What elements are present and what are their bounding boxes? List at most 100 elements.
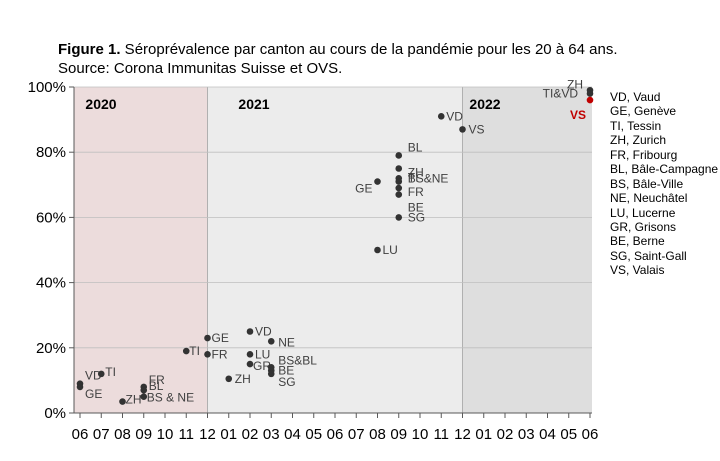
point-label: VD (85, 369, 102, 383)
point-label: ZH (567, 77, 583, 91)
data-point (459, 126, 466, 133)
point-label: GE (355, 182, 372, 196)
y-tick-label: 80% (36, 144, 66, 161)
point-label: FR (212, 347, 228, 361)
x-tick-label: 04 (539, 426, 556, 443)
data-point (374, 246, 381, 254)
x-tick-label: 09 (390, 426, 407, 443)
data-point (395, 178, 403, 185)
x-tick-label: 10 (157, 426, 174, 443)
data-point (267, 337, 275, 345)
point-label: LU (383, 243, 398, 257)
point-label: NE (278, 335, 295, 349)
point-label: GE (85, 387, 102, 401)
point-label: FR (408, 185, 424, 199)
x-tick-label: 02 (242, 426, 259, 443)
legend-entry: GE, Genève (610, 104, 677, 119)
point-label: BS & NE (147, 391, 194, 405)
period-band (207, 87, 463, 413)
data-point (395, 214, 403, 221)
point-label: LU (255, 347, 270, 361)
period-label: 2021 (238, 96, 269, 112)
x-tick-label: 12 (454, 426, 471, 443)
point-label: TI (189, 344, 200, 358)
point-label: TI&VD (543, 87, 579, 101)
point-label: TI (408, 170, 419, 184)
x-tick-label: 07 (93, 426, 110, 443)
point-label: ZH (126, 393, 142, 407)
x-tick-label: 06 (582, 426, 599, 443)
period-label: 2022 (469, 96, 500, 112)
x-tick-label: 01 (475, 426, 492, 443)
data-point (586, 96, 594, 104)
legend-entry: FR, Fribourg (610, 147, 678, 162)
legend: VD, Vaud GE, Genève TI, Tessin ZH, Zurich FR… (610, 90, 718, 278)
period-band (462, 87, 592, 413)
x-tick-label: 11 (178, 426, 194, 443)
title-text: Séroprévalence par canton au cours de la… (120, 41, 618, 58)
x-tick-label: 08 (369, 426, 386, 443)
y-tick-label: 60% (36, 209, 66, 226)
data-point (76, 383, 84, 391)
legend-entry: VS, Valais (610, 263, 665, 278)
legend-entry: LU, Lucerne (610, 205, 676, 220)
chart-title: Figure 1. Séroprévalence par canton au c… (58, 41, 618, 59)
x-tick-label: 02 (497, 426, 514, 443)
data-point (204, 351, 211, 358)
y-tick-label: 100% (28, 79, 66, 96)
x-tick-label: 11 (433, 426, 449, 443)
point-label: BS&NE (408, 172, 449, 186)
data-point (246, 351, 254, 358)
x-tick-label: 10 (412, 426, 429, 443)
data-point (437, 113, 445, 120)
x-tick-label: 04 (284, 426, 301, 443)
point-label: ZH (408, 166, 424, 180)
point-label: VD (255, 325, 272, 339)
x-tick-label: 01 (220, 426, 237, 443)
x-tick-label: 09 (135, 426, 152, 443)
point-label: TI (105, 365, 116, 379)
data-point (246, 360, 254, 368)
point-label: SG (408, 210, 425, 224)
data-point (97, 370, 105, 378)
point-label: SG (278, 375, 295, 389)
point-label: BE (408, 201, 424, 215)
point-label: GE (212, 331, 229, 345)
data-point (395, 191, 403, 198)
point-label: VS (469, 122, 485, 136)
legend-entry: BE, Berne (610, 234, 665, 249)
data-point (395, 184, 403, 192)
data-point (119, 398, 126, 405)
x-tick-label: 08 (114, 426, 131, 443)
x-tick-label: 07 (348, 426, 365, 443)
data-point (246, 328, 254, 335)
legend-entry: SG, Saint-Gall (610, 248, 687, 263)
y-tick-label: 20% (36, 340, 66, 357)
period-band (74, 87, 208, 413)
data-point (374, 178, 381, 185)
legend-entry: ZH, Zurich (610, 133, 667, 148)
point-label: GR (253, 359, 271, 373)
data-point (395, 152, 403, 159)
y-tick-label: 40% (36, 275, 66, 292)
point-label: ZH (235, 372, 251, 386)
data-point (182, 347, 190, 355)
point-label: BL (149, 379, 164, 393)
x-tick-label: 03 (518, 426, 535, 443)
x-tick-label: 06 (72, 426, 89, 443)
title-prefix: Figure 1. (58, 41, 121, 58)
x-tick-label: 05 (305, 426, 322, 443)
data-point (267, 370, 275, 378)
data-point (225, 375, 233, 383)
y-tick-label: 0% (44, 405, 66, 422)
data-point (204, 334, 211, 342)
legend-entry: BL, Bâle-Campagne (610, 162, 719, 177)
x-tick-label: 06 (327, 426, 344, 443)
data-point (140, 393, 148, 401)
point-label: BE (278, 364, 294, 378)
period-label: 2020 (85, 96, 116, 112)
legend-entry: NE, Neuchâtel (610, 191, 688, 206)
x-tick-label: 05 (560, 426, 577, 443)
point-label: BL (408, 140, 423, 154)
